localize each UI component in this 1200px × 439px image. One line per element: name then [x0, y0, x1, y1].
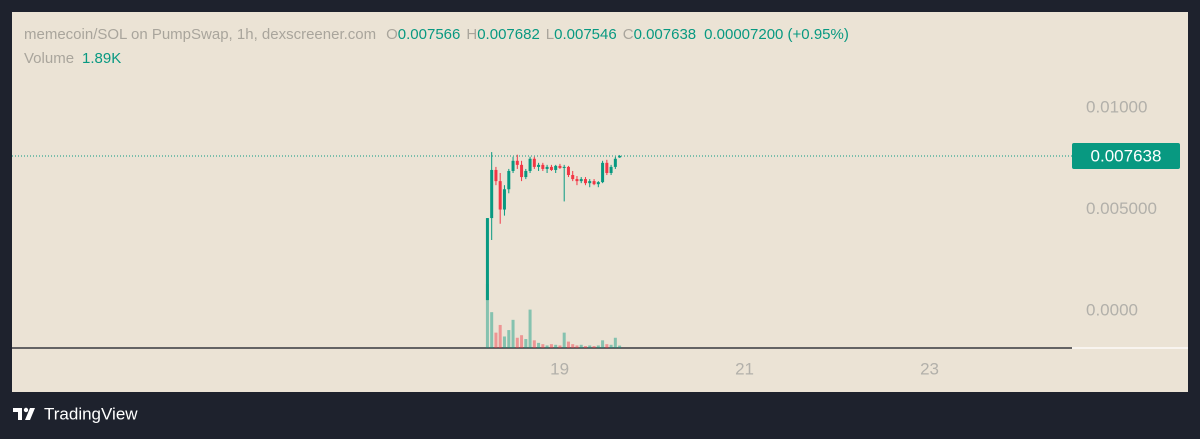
candle-body	[588, 181, 592, 184]
candle-body	[490, 169, 494, 219]
candle-body	[537, 164, 541, 167]
volume-bar	[537, 342, 541, 348]
change-value: 0.00007200 (+0.95%)	[704, 26, 849, 43]
volume-bar	[507, 330, 511, 348]
candle-body	[596, 182, 600, 185]
volume-bar	[528, 309, 532, 348]
volume-bar	[609, 344, 613, 348]
volume-bar	[618, 345, 622, 348]
volume-bar	[520, 335, 524, 348]
legend-header: memecoin/SOL on PumpSwap, 1h, dexscreene…	[24, 26, 849, 43]
volume-name: Volume	[24, 50, 74, 67]
brand-logo	[13, 407, 35, 420]
chart-title: memecoin/SOL on PumpSwap, 1h, dexscreene…	[24, 26, 376, 43]
ohlc-value: 0.007638	[634, 26, 697, 43]
brand-name: TradingView	[44, 404, 138, 423]
volume-bar	[498, 324, 502, 348]
volume-bar	[562, 332, 566, 348]
volume-bar	[571, 344, 575, 348]
volume-bar	[490, 312, 494, 348]
chart-panel	[12, 12, 1188, 392]
volume-bar	[592, 346, 596, 348]
candle-body	[502, 189, 506, 210]
candle-body	[579, 179, 583, 182]
candle-body	[485, 218, 489, 301]
volume-bar	[583, 346, 587, 348]
volume-bar	[515, 337, 519, 348]
volume-bar	[566, 341, 570, 348]
ohlc-value: 0.007566	[398, 26, 461, 43]
y-tick-label: 0.01000	[1086, 98, 1147, 117]
last-price-label: 0.007638	[1091, 146, 1162, 165]
candle-body	[507, 170, 511, 190]
x-tick-label: 23	[920, 359, 939, 378]
candle-body	[618, 155, 622, 158]
candle-body	[558, 165, 562, 168]
candle-body	[528, 158, 532, 171]
y-tick-label: 0.005000	[1086, 199, 1157, 218]
candle-body	[601, 162, 605, 183]
y-tick-label: 0.0000	[1086, 301, 1138, 320]
candle-body	[605, 162, 609, 173]
volume-bar	[575, 345, 579, 348]
volume-bar	[558, 345, 562, 348]
volume-bar	[549, 344, 553, 348]
ohlc-letter: O	[386, 26, 398, 43]
volume-bar	[588, 345, 592, 348]
candle-body	[498, 181, 502, 210]
candle-body	[524, 170, 528, 178]
volume-bar	[485, 284, 489, 348]
last-price-box	[1072, 142, 1180, 169]
candle-body	[575, 179, 579, 182]
candle-body	[541, 164, 545, 169]
candle-body	[554, 165, 558, 170]
candles	[485, 152, 622, 301]
candle-body	[592, 181, 596, 185]
x-tick-label: 19	[550, 359, 569, 378]
candle-body	[571, 175, 575, 180]
candle-body	[549, 166, 553, 170]
volume-bar	[613, 337, 617, 348]
volume-bar	[524, 339, 528, 348]
candle-body	[583, 179, 587, 184]
candle-body	[545, 166, 549, 169]
candle-body	[566, 166, 570, 176]
volume-bar	[601, 340, 605, 348]
volume-value: 1.89K	[82, 50, 121, 67]
ohlc-value: 0.007546	[554, 26, 617, 43]
ohlc-letter: C	[623, 26, 634, 43]
candle-body	[511, 160, 515, 171]
candle-body	[494, 169, 498, 182]
volume-bar	[494, 332, 498, 348]
ohlc-letter: L	[546, 26, 554, 43]
candle-body	[609, 166, 613, 173]
candle-body	[532, 158, 536, 167]
candle-body	[562, 166, 566, 168]
candle-body	[520, 164, 524, 178]
volume-bars	[485, 284, 622, 348]
volume-bar	[502, 336, 506, 348]
ohlc-value: 0.007682	[477, 26, 540, 43]
x-tick-label: 21	[735, 359, 754, 378]
volume-bar	[511, 319, 515, 348]
volume-bar	[605, 344, 609, 348]
candle-body	[613, 158, 617, 167]
volume-bar	[541, 344, 545, 348]
volume-bar	[545, 345, 549, 348]
volume-bar	[554, 344, 558, 348]
volume-bar	[532, 340, 536, 348]
candle-body	[515, 160, 519, 165]
volume-legend: Volume 1.89K	[24, 50, 121, 67]
volume-bar	[579, 344, 583, 348]
ohlc-letter: H	[466, 26, 477, 43]
volume-bar	[596, 345, 600, 348]
